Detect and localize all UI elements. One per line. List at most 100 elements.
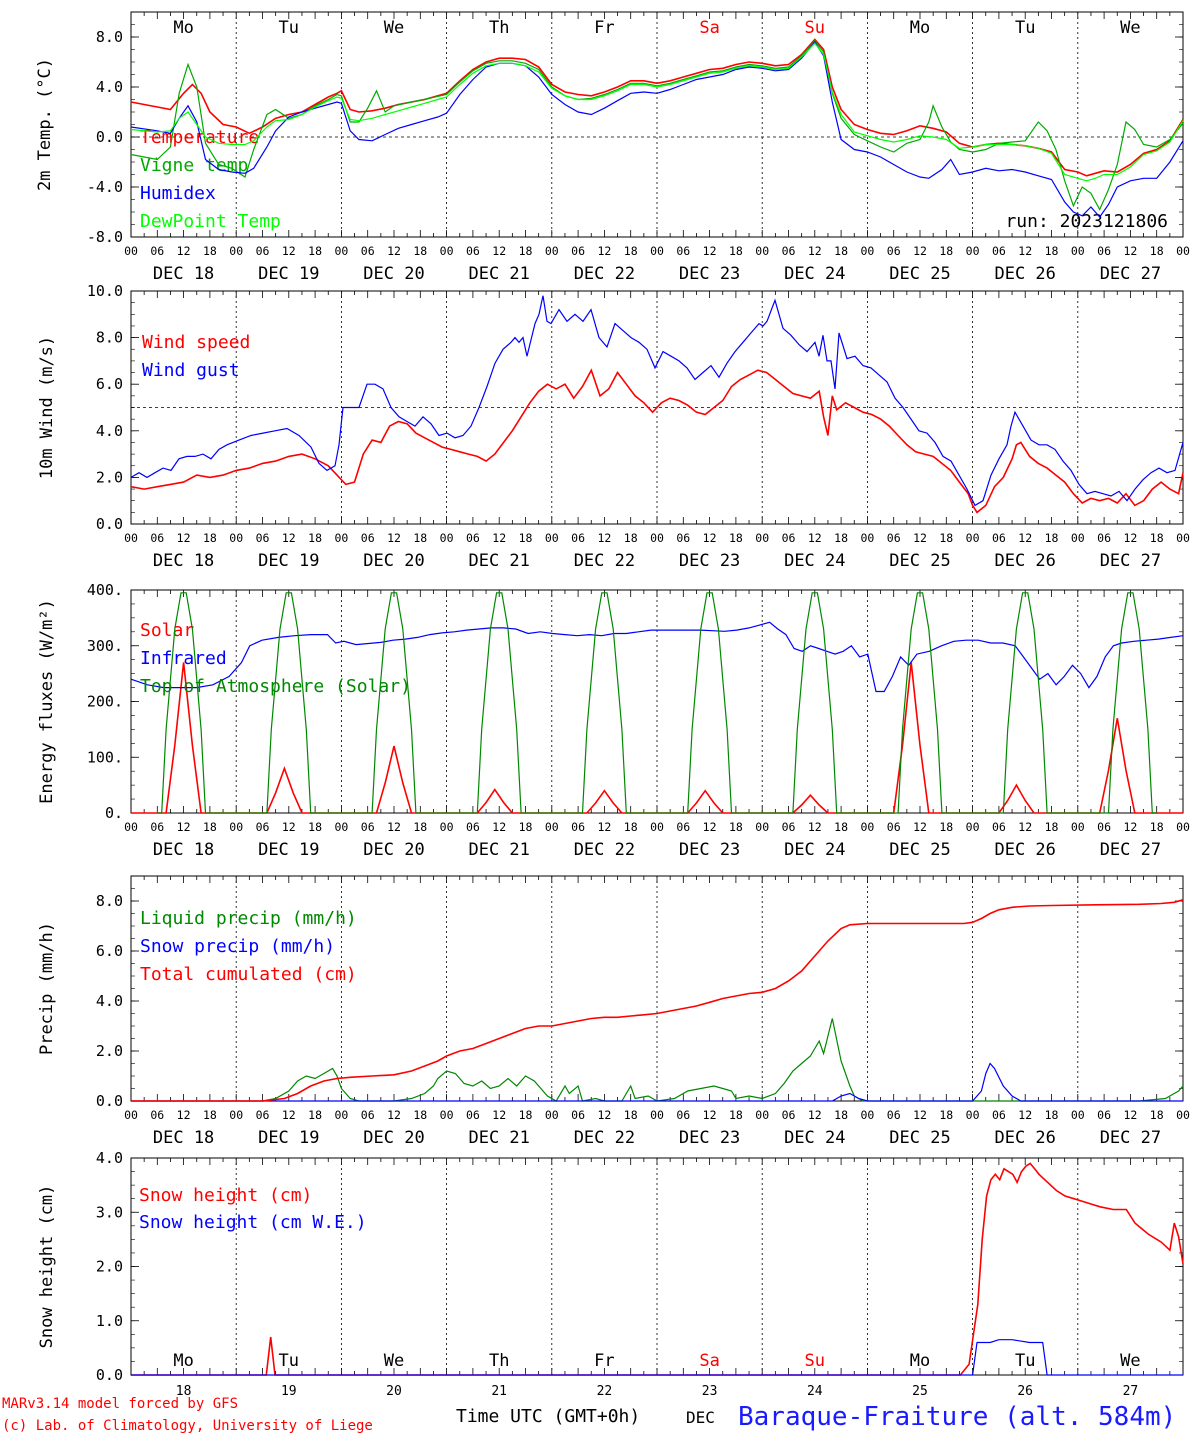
hour-tick-label: 00 (1071, 1108, 1085, 1122)
day-name-label: We (384, 1351, 404, 1371)
hour-tick-label: 00 (966, 820, 980, 834)
date-label: DEC 23 (679, 264, 740, 284)
hour-tick-label: 06 (1097, 531, 1111, 545)
hour-tick-label: 18 (413, 1108, 427, 1122)
legend-entry: DewPoint Temp (140, 211, 281, 232)
hour-tick-label: 00 (334, 820, 348, 834)
hour-tick-label: 18 (939, 820, 953, 834)
hour-tick-label: 12 (913, 1108, 927, 1122)
date-label: DEC 20 (363, 1128, 424, 1148)
hour-tick-label: 18 (203, 1108, 217, 1122)
legend-entry: Vigne temp (140, 155, 248, 176)
y-tick-label: 4.0 (96, 422, 123, 440)
hour-tick-label: 12 (282, 820, 296, 834)
date-label: DEC 27 (1100, 264, 1161, 284)
date-label: DEC 24 (784, 264, 845, 284)
x-axis-unit: DEC (686, 1408, 715, 1427)
hour-tick-label: 00 (545, 1108, 559, 1122)
hour-tick-label: 18 (413, 531, 427, 545)
date-label: DEC 23 (679, 840, 740, 860)
hour-tick-label: 12 (492, 820, 506, 834)
date-label: DEC 25 (889, 840, 950, 860)
date-label: DEC 23 (679, 551, 740, 571)
day-number-label: 27 (1123, 1384, 1139, 1399)
y-tick-label: 0.0 (96, 128, 123, 146)
date-label: DEC 22 (574, 1128, 635, 1148)
hour-tick-label: 00 (650, 244, 664, 258)
day-number-label: 20 (386, 1384, 402, 1399)
hour-tick-label: 12 (808, 244, 822, 258)
day-name-label: Sa (699, 1351, 719, 1371)
hour-tick-label: 12 (177, 820, 191, 834)
day-name-label: Mo (173, 18, 193, 38)
hour-tick-label: 18 (834, 531, 848, 545)
date-label: DEC 19 (258, 840, 319, 860)
hour-tick-label: 18 (1045, 820, 1059, 834)
date-label: DEC 21 (468, 1128, 529, 1148)
hour-tick-label: 12 (808, 1108, 822, 1122)
date-label: DEC 18 (153, 1128, 214, 1148)
hour-tick-label: 00 (440, 531, 454, 545)
date-label: DEC 27 (1100, 1128, 1161, 1148)
hour-tick-label: 06 (256, 1108, 270, 1122)
hour-tick-label: 18 (519, 820, 533, 834)
hour-tick-label: 06 (256, 820, 270, 834)
hour-tick-label: 00 (755, 531, 769, 545)
date-label: DEC 27 (1100, 840, 1161, 860)
y-tick-label: 0.0 (96, 515, 123, 533)
hour-tick-label: 18 (519, 531, 533, 545)
hour-tick-label: 12 (1123, 1108, 1137, 1122)
hour-tick-label: 12 (282, 244, 296, 258)
hour-tick-label: 12 (177, 531, 191, 545)
hour-tick-label: 18 (729, 244, 743, 258)
y-tick-label: 100. (87, 748, 123, 766)
hour-tick-label: 12 (282, 1108, 296, 1122)
hour-tick-label: 06 (887, 1108, 901, 1122)
hour-tick-label: 00 (545, 244, 559, 258)
hour-tick-label: 00 (650, 820, 664, 834)
legend-entry: Infrared (140, 648, 227, 669)
hour-tick-label: 12 (703, 244, 717, 258)
hour-tick-label: 00 (124, 244, 138, 258)
station-name: Baraque-Fraiture (alt. 584m) (738, 1402, 1177, 1432)
hour-tick-label: 12 (282, 531, 296, 545)
legend-entry: Snow precip (mm/h) (140, 936, 335, 957)
hour-tick-label: 18 (834, 820, 848, 834)
y-tick-label: 6.0 (96, 942, 123, 960)
hour-tick-label: 18 (834, 244, 848, 258)
series-line-snow-height-cm-w-e (131, 1339, 1183, 1376)
date-label: DEC 22 (574, 264, 635, 284)
hour-tick-label: 06 (256, 244, 270, 258)
hour-tick-label: 12 (597, 531, 611, 545)
hour-tick-label: 12 (1018, 244, 1032, 258)
legend-entry: Liquid precip (mm/h) (140, 908, 357, 929)
hour-tick-label: 06 (782, 820, 796, 834)
hour-tick-label: 18 (729, 820, 743, 834)
hour-tick-label: 06 (571, 820, 585, 834)
hour-tick-label: 00 (334, 244, 348, 258)
hour-tick-label: 00 (966, 1108, 980, 1122)
hour-tick-label: 06 (571, 531, 585, 545)
day-name-label: Tu (1015, 1351, 1035, 1371)
hour-tick-label: 12 (1018, 531, 1032, 545)
hour-tick-label: 06 (150, 531, 164, 545)
day-name-label: Mo (910, 1351, 930, 1371)
y-tick-label: 2.0 (96, 468, 123, 486)
date-label: DEC 21 (468, 551, 529, 571)
hour-tick-label: 12 (492, 244, 506, 258)
hour-tick-label: 06 (676, 244, 690, 258)
day-name-label: Mo (173, 1351, 193, 1371)
date-label: DEC 26 (994, 264, 1055, 284)
hour-tick-label: 12 (1018, 1108, 1032, 1122)
hour-tick-label: 12 (387, 1108, 401, 1122)
y-axis-title: 10m Wind (m/s) (37, 336, 57, 479)
hour-tick-label: 06 (571, 244, 585, 258)
hour-tick-label: 12 (177, 1108, 191, 1122)
hour-tick-label: 18 (203, 820, 217, 834)
y-tick-label: 8.0 (96, 892, 123, 910)
hour-tick-label: 12 (492, 1108, 506, 1122)
day-number-label: 21 (491, 1384, 507, 1399)
y-tick-label: 0.0 (96, 1092, 123, 1110)
hour-tick-label: 00 (545, 820, 559, 834)
